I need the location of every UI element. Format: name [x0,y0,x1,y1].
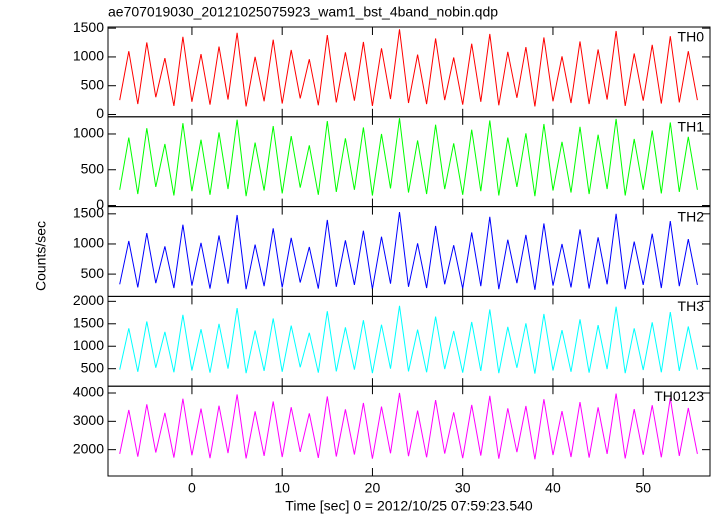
y-tick-label: 500 [81,76,105,92]
x-tick-label: 50 [635,480,651,496]
y-tick-label: 1500 [73,19,104,35]
y-tick-label: 4000 [73,384,104,400]
y-axis-label: Counts/sec [33,221,49,291]
x-tick-label: 30 [455,480,471,496]
light-curve [119,29,698,107]
x-tick-label: 0 [188,480,196,496]
panel-label: TH0 [678,29,705,45]
light-curve [119,118,698,197]
light-curve [119,305,698,374]
panel-label: TH0123 [654,388,704,404]
y-tick-label: 1000 [73,48,104,64]
y-tick-label: 1500 [73,205,104,221]
panel-frame [107,116,711,208]
x-tick-label: 20 [365,480,381,496]
y-tick-label: 500 [81,359,105,375]
panel-frame [107,385,711,477]
y-tick-label: 1000 [73,235,104,251]
y-tick-label: 1500 [73,314,104,330]
y-tick-label: 0 [96,196,104,212]
y-tick-label: 1000 [73,337,104,353]
x-axis-label: Time [sec] 0 = 2012/10/25 07:59:23.540 [285,498,533,514]
panel-frame [107,26,711,118]
panel-label: TH2 [678,208,705,224]
y-tick-label: 3000 [73,412,104,428]
y-tick-label: 2000 [73,292,104,308]
y-tick-label: 500 [81,160,105,176]
y-tick-label: 2000 [73,440,104,456]
panel-label: TH1 [678,119,705,135]
x-tick-label: 40 [545,480,561,496]
panel-label: TH3 [678,298,705,314]
y-tick-label: 0 [96,105,104,121]
light-curve [119,211,698,290]
y-tick-label: 1000 [73,125,104,141]
y-tick-label: 500 [81,265,105,281]
x-tick-label: 10 [274,480,290,496]
light-curve [119,392,698,460]
chart-title: ae707019030_20121025075923_wam1_bst_4ban… [108,4,498,20]
